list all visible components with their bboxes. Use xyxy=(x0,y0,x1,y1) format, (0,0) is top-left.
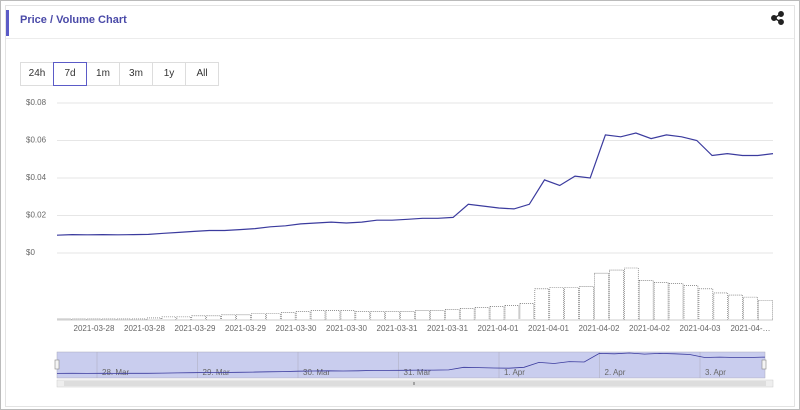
x-tick-label: 2021-03-28 xyxy=(74,324,115,333)
y-tick-label: $0.06 xyxy=(26,136,47,145)
range-button[interactable]: 7d xyxy=(53,62,87,86)
volume-bar xyxy=(191,315,206,321)
volume-bar xyxy=(564,287,579,321)
y-tick-label: $0.04 xyxy=(26,173,47,182)
volume-bar xyxy=(101,318,117,321)
navigator[interactable] xyxy=(56,351,766,379)
volume-bar xyxy=(206,315,221,321)
navigator-line xyxy=(56,352,766,374)
x-tick-label: 2021-03-28 xyxy=(124,324,165,333)
volume-bar xyxy=(131,318,147,321)
volume-bar xyxy=(624,267,639,321)
volume-bar xyxy=(683,285,699,321)
range-button[interactable]: 1m xyxy=(86,62,120,86)
volume-bar xyxy=(176,316,192,321)
volume-bar xyxy=(459,308,475,321)
volume-bar xyxy=(698,288,714,321)
range-button[interactable]: All xyxy=(185,62,219,86)
navigator-handle[interactable] xyxy=(761,359,767,370)
volume-bar xyxy=(355,311,371,321)
range-buttons: 24h 7d 1m 3m 1y All xyxy=(20,62,219,86)
scrollbar-thumb[interactable] xyxy=(64,381,766,386)
y-tick-label: $0.08 xyxy=(26,98,47,107)
volume-bar xyxy=(385,311,400,321)
volume-bar xyxy=(504,305,520,321)
volume-bar xyxy=(221,314,236,321)
volume-bar xyxy=(728,294,743,321)
volume-bar xyxy=(653,282,669,321)
volume-bar xyxy=(161,316,177,321)
volume-bar xyxy=(549,287,564,321)
navigator-label: 28. Mar xyxy=(102,368,129,377)
volume-bar xyxy=(310,310,326,321)
volume-bar xyxy=(579,286,594,321)
x-tick-label: 2021-03-31 xyxy=(427,324,468,333)
volume-bar xyxy=(713,292,729,321)
volume-bar xyxy=(236,314,251,321)
range-button[interactable]: 1y xyxy=(152,62,186,86)
volume-bar xyxy=(743,296,758,321)
x-tick-label: 2021-03-29 xyxy=(175,324,216,333)
y-tick-label: $0 xyxy=(26,248,35,257)
price-line xyxy=(56,132,774,236)
volume-bar xyxy=(430,310,445,321)
volume-bar xyxy=(519,303,535,321)
volume-bar xyxy=(251,313,266,321)
volume-bar xyxy=(57,318,72,321)
card: Price / Volume Chart 24h 7d 1m 3m 1y All xyxy=(5,5,795,407)
volume-bar xyxy=(415,310,430,321)
title: Price / Volume Chart xyxy=(20,14,127,26)
y-tick-label: $0.02 xyxy=(26,211,47,220)
volume-bar xyxy=(72,318,87,321)
range-button[interactable]: 3m xyxy=(119,62,153,86)
x-tick-label: 2021-03-30 xyxy=(276,324,317,333)
x-tick-label: 2021-04-02 xyxy=(579,324,620,333)
x-tick-label: 2021-04-03 xyxy=(680,324,721,333)
volume-bar xyxy=(280,312,296,321)
volume-bar xyxy=(87,318,102,321)
share-icon[interactable] xyxy=(771,11,784,25)
navigator-label: 2. Apr xyxy=(605,368,626,377)
x-tick-label: 2021-03-31 xyxy=(377,324,418,333)
x-tick-label: 2021-03-29 xyxy=(225,324,266,333)
volume-bar xyxy=(266,313,281,321)
x-tick-label: 2021-04-02 xyxy=(629,324,670,333)
volume-bar xyxy=(489,306,505,321)
title-bar: Price / Volume Chart xyxy=(6,6,794,39)
navigator-label: 31. Mar xyxy=(404,368,431,377)
x-tick-label: 2021-04-01 xyxy=(478,324,519,333)
volume-bar xyxy=(370,311,385,321)
navigator-handle[interactable] xyxy=(54,359,60,370)
navigator-label: 1. Apr xyxy=(504,368,525,377)
volume-bar xyxy=(325,310,341,321)
navigator-label: 3. Apr xyxy=(705,368,726,377)
navigator-label: 30. Mar xyxy=(303,368,330,377)
volume-bar xyxy=(340,310,356,321)
volume-bar xyxy=(534,288,550,321)
volume-bar xyxy=(668,283,684,321)
volume-bar xyxy=(116,318,132,321)
volume-bar xyxy=(594,272,609,321)
volume-bar xyxy=(758,299,773,321)
volume-bar xyxy=(474,307,490,321)
x-tick-label: 2021-04-01 xyxy=(528,324,569,333)
volume-bar xyxy=(400,311,415,321)
volume-bar xyxy=(609,269,624,321)
volume-bar xyxy=(295,311,311,321)
accent xyxy=(6,10,9,36)
volume-bar xyxy=(638,280,654,321)
x-tick-label: 2021-03-30 xyxy=(326,324,367,333)
x-tick-label: 2021-04-… xyxy=(730,324,770,333)
volume-bar xyxy=(445,309,460,321)
